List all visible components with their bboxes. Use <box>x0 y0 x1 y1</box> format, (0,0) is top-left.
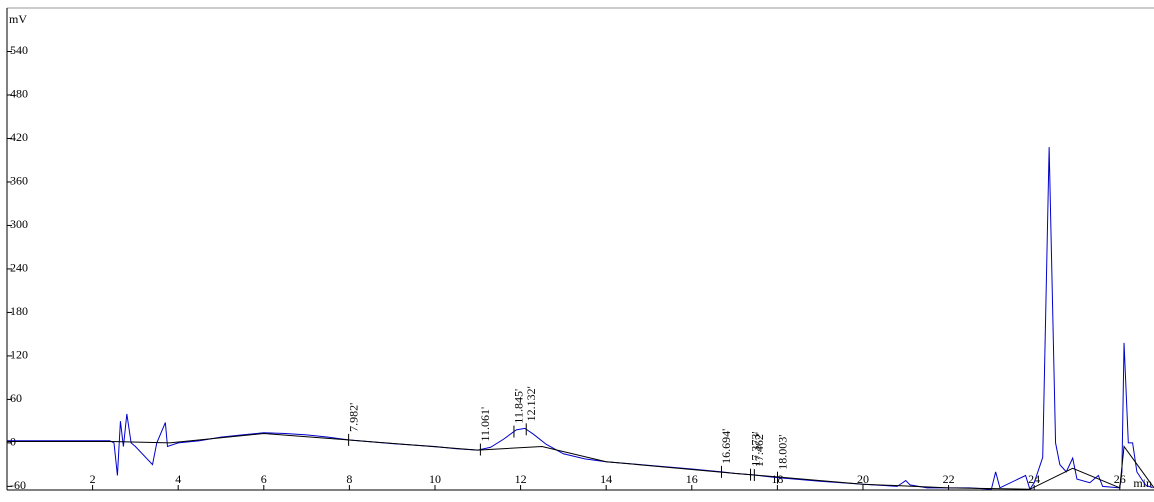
y-tick-label: 420 <box>10 130 28 144</box>
peak-label: 18.003' <box>775 435 789 470</box>
x-tick-label: 12 <box>515 472 527 486</box>
x-tick-label: 6 <box>261 472 267 486</box>
y-tick-label: 240 <box>10 261 28 275</box>
peak-label: 11.061' <box>478 407 492 442</box>
x-tick-label: 16 <box>686 472 698 486</box>
peak-label: 17.462' <box>752 432 766 467</box>
peak-label: 7.982' <box>346 403 360 432</box>
x-tick-label: 4 <box>175 472 181 486</box>
x-tick-label: 20 <box>857 472 869 486</box>
peak-label: 11.845' <box>512 389 526 424</box>
y-tick-label: 180 <box>10 304 28 318</box>
trace <box>7 147 1153 491</box>
y-axis-label: mV <box>9 12 27 26</box>
peak-label: 12.132' <box>524 386 538 421</box>
y-tick-label: -60 <box>10 478 26 492</box>
y-tick-label: 60 <box>10 391 22 405</box>
peak-label: 17.373' <box>748 432 762 467</box>
y-tick-label: 120 <box>10 348 28 362</box>
y-tick-label: 300 <box>10 217 28 231</box>
trace <box>7 432 1154 490</box>
y-tick-label: 360 <box>10 174 28 188</box>
x-tick-label: 14 <box>600 472 612 486</box>
x-tick-label: 2 <box>90 472 96 486</box>
x-tick-label: 22 <box>943 472 955 486</box>
x-tick-label: 8 <box>346 472 352 486</box>
y-tick-label: 480 <box>10 87 28 101</box>
x-axis-label: min <box>1133 476 1152 490</box>
peak-label: 16.694' <box>719 429 733 464</box>
x-tick-label: 10 <box>429 472 441 486</box>
x-tick-label: 26 <box>1114 472 1126 486</box>
y-tick-label: 540 <box>10 43 28 57</box>
